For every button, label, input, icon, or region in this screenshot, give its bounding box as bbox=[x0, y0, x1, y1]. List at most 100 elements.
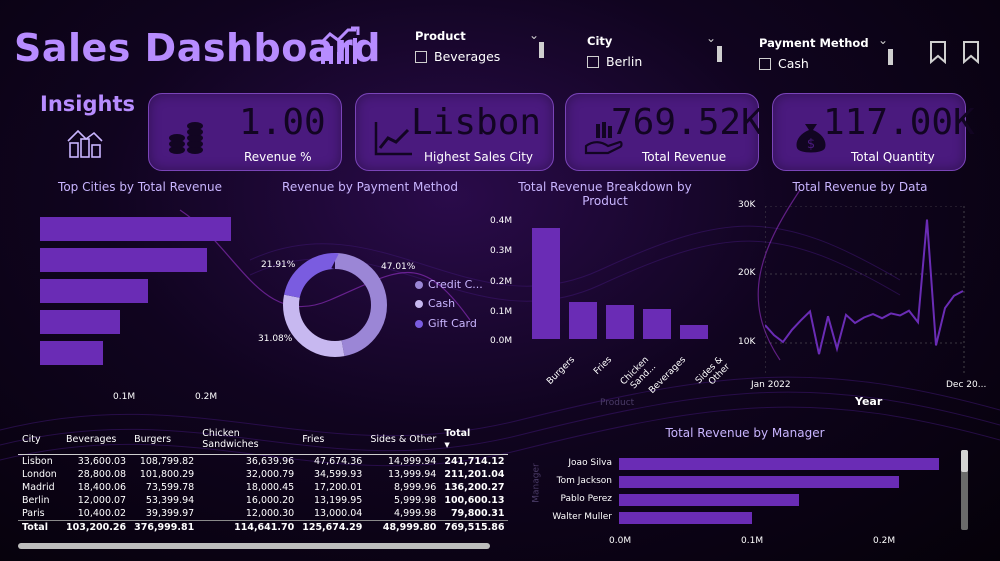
col-header[interactable]: Chicken Sandwiches bbox=[198, 426, 299, 455]
y-tick: 30K bbox=[738, 200, 756, 210]
bookmark-icon[interactable] bbox=[929, 40, 947, 64]
product-bar[interactable] bbox=[643, 308, 671, 339]
sort-descending-icon[interactable]: ▼ bbox=[444, 441, 450, 449]
city-bar-berlin[interactable] bbox=[40, 310, 120, 334]
kpi-value: 769.52K bbox=[611, 102, 763, 143]
col-header-total[interactable]: Total ▼ bbox=[440, 426, 509, 455]
table-total-row[interactable]: Total 103,200.26 376,999.81 114,641.70 125,6… bbox=[18, 520, 509, 534]
chevron-down-icon[interactable]: ⌄ bbox=[878, 33, 889, 47]
col-header[interactable]: City bbox=[18, 426, 62, 455]
value-cell: 13,000.04 bbox=[313, 508, 363, 519]
product-bar[interactable] bbox=[606, 305, 634, 339]
city-cell: Lisbon bbox=[22, 456, 53, 467]
value-cell: 18,000.45 bbox=[245, 482, 295, 493]
manager-label: Tom Jackson bbox=[556, 476, 612, 486]
revenue-line[interactable] bbox=[765, 219, 964, 355]
table-row[interactable]: Paris 10,400.02 39,399.97 12,000.30 13,000.0… bbox=[18, 507, 508, 521]
value-cell: 47,674.36 bbox=[313, 456, 363, 467]
table-horizontal-scrollbar[interactable] bbox=[18, 543, 490, 549]
kpi-value: 117.00K bbox=[823, 102, 975, 143]
revenue-matrix-table[interactable]: City Beverages Burgers Chicken Sandwiche… bbox=[18, 426, 509, 534]
revenue-by-data-title: Total Revenue by Data bbox=[792, 180, 928, 194]
insights-icon[interactable] bbox=[66, 127, 104, 159]
city-bar-paris[interactable] bbox=[40, 341, 104, 365]
value-cell: 136,200.27 bbox=[444, 482, 505, 493]
legend-credit-card[interactable]: Credit C... bbox=[415, 278, 483, 291]
kpi-highest-sales-city: Lisbon Highest Sales City bbox=[355, 93, 554, 171]
svg-text:$: $ bbox=[807, 137, 815, 152]
chevron-down-icon[interactable]: ⌄ bbox=[529, 28, 540, 42]
manager-bar[interactable] bbox=[619, 458, 940, 470]
value-cell: 14,999.94 bbox=[387, 456, 437, 467]
table-row[interactable]: London 28,800.08 101,800.29 32,000.79 34,599… bbox=[18, 468, 508, 481]
payment-donut-chart[interactable] bbox=[280, 250, 390, 360]
value-cell: 101,800.29 bbox=[139, 469, 195, 480]
revenue-by-data-chart[interactable] bbox=[765, 206, 965, 376]
donut-slice[interactable] bbox=[283, 253, 387, 357]
product-bar[interactable] bbox=[569, 301, 597, 339]
product-breakdown-title: Total Revenue Breakdown by Product bbox=[518, 180, 692, 208]
product-slicer-scrollbar[interactable] bbox=[539, 42, 544, 58]
donut-slice[interactable] bbox=[283, 253, 387, 357]
product-slicer[interactable]: Product Beverages bbox=[415, 29, 500, 64]
city-bar-madrid[interactable] bbox=[40, 279, 148, 303]
value-cell: 8,999.96 bbox=[394, 482, 437, 493]
table-row[interactable]: Lisbon 33,600.03 108,799.82 36,639.96 47,674… bbox=[18, 455, 508, 469]
berlin-option[interactable]: Berlin bbox=[606, 54, 643, 69]
cash-option[interactable]: Cash bbox=[778, 56, 809, 71]
value-cell: 13,999.94 bbox=[387, 469, 437, 480]
legend-gift-card[interactable]: Gift Card bbox=[415, 317, 477, 330]
analytics-chart-icon bbox=[318, 26, 360, 64]
beverages-checkbox[interactable] bbox=[415, 50, 427, 63]
y-tick: 0.0M bbox=[490, 336, 513, 346]
col-header[interactable]: Sides & Other bbox=[366, 426, 441, 455]
manager-bar[interactable] bbox=[619, 476, 899, 488]
manager-vertical-scrollbar[interactable] bbox=[961, 450, 968, 530]
dashboard-title: Sales Dashboard bbox=[14, 26, 381, 70]
value-cell: 79,800.31 bbox=[450, 508, 505, 519]
value-cell: 100,600.13 bbox=[444, 495, 505, 506]
col-header[interactable]: Beverages bbox=[62, 426, 131, 455]
product-bar[interactable] bbox=[680, 324, 708, 339]
value-cell: 12,000.30 bbox=[245, 508, 295, 519]
kpi-total-quantity: $ 117.00K Total Quantity bbox=[772, 93, 975, 171]
legend-cash[interactable]: Cash bbox=[415, 297, 455, 310]
value-cell: 28,800.08 bbox=[77, 469, 127, 480]
table-row[interactable]: Madrid 18,400.06 73,599.78 18,000.45 17,200.… bbox=[18, 481, 508, 494]
city-bar-lisbon[interactable] bbox=[40, 217, 232, 241]
total-cell: 48,999.80 bbox=[366, 520, 441, 534]
col-header[interactable]: Burgers bbox=[130, 426, 199, 455]
value-cell: 17,200.01 bbox=[313, 482, 363, 493]
beverages-option[interactable]: Beverages bbox=[434, 49, 501, 64]
value-cell: 13,199.95 bbox=[313, 495, 363, 506]
value-cell: 33,600.03 bbox=[77, 456, 127, 467]
y-tick: 0.4M bbox=[490, 216, 513, 226]
col-header[interactable]: Fries bbox=[298, 426, 367, 455]
chevron-down-icon[interactable]: ⌄ bbox=[706, 31, 717, 45]
table-row[interactable]: Berlin 12,000.07 53,399.94 16,000.20 13,199.… bbox=[18, 494, 508, 507]
value-cell: 4,999.98 bbox=[394, 508, 437, 519]
value-cell: 53,399.94 bbox=[145, 495, 195, 506]
value-cell: 10,400.02 bbox=[77, 508, 127, 519]
coins-icon bbox=[169, 122, 203, 154]
total-cell: 769,515.86 bbox=[440, 520, 509, 534]
manager-bar[interactable] bbox=[619, 494, 800, 506]
kpi-label: Revenue % bbox=[244, 150, 312, 164]
manager-bar[interactable] bbox=[619, 512, 753, 524]
value-cell: 12,000.07 bbox=[77, 495, 127, 506]
city-slicer-scrollbar[interactable] bbox=[717, 46, 722, 62]
city-bar-london[interactable] bbox=[40, 248, 208, 272]
scrollbar-thumb[interactable] bbox=[961, 450, 968, 472]
bookmark-icon[interactable] bbox=[962, 40, 980, 64]
payment-slicer-scrollbar[interactable] bbox=[888, 49, 893, 65]
payment-method-slicer[interactable]: Payment Method Cash bbox=[759, 36, 869, 71]
berlin-checkbox[interactable] bbox=[587, 55, 599, 68]
city-slicer[interactable]: City Berlin bbox=[587, 34, 642, 69]
y-tick: 0.1M bbox=[490, 307, 513, 317]
hand-money-icon bbox=[584, 122, 623, 155]
value-cell: 211,201.04 bbox=[444, 469, 505, 480]
product-bar[interactable] bbox=[532, 227, 560, 339]
value-cell: 32,000.79 bbox=[245, 469, 295, 480]
cash-checkbox[interactable] bbox=[759, 57, 771, 70]
city-slicer-label: City bbox=[587, 34, 613, 48]
